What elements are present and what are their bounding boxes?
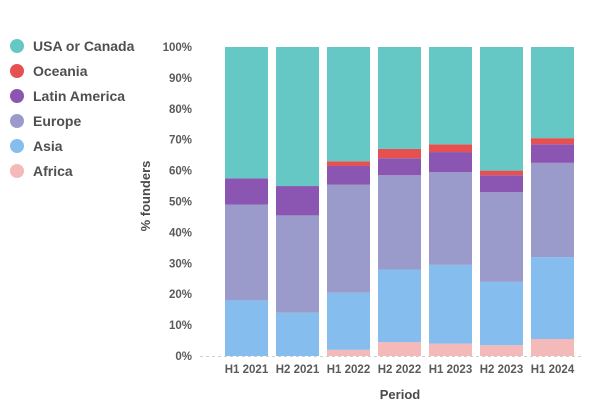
legend-label: Oceania	[33, 62, 88, 79]
chart-legend: USA or Canada Oceania Latin America Europe A…	[10, 33, 134, 183]
x-axis-title: Period	[380, 387, 421, 402]
x-tick-label: H2 2022	[378, 364, 421, 376]
y-tick-label: 90%	[169, 73, 192, 85]
bar-segment-usa-or-canada[interactable]	[225, 47, 268, 179]
y-tick-label: 30%	[169, 258, 192, 270]
bar-segment-asia[interactable]	[225, 300, 268, 356]
y-tick-label: 100%	[163, 42, 192, 54]
bar-segment-latin-america[interactable]	[327, 165, 370, 185]
legend-swatch	[10, 163, 24, 178]
bar-segment-latin-america[interactable]	[429, 152, 472, 173]
bar-segment-asia[interactable]	[327, 292, 370, 350]
legend-swatch	[10, 38, 24, 53]
bar-segment-usa-or-canada[interactable]	[276, 47, 319, 187]
x-axis: H1 2021 H2 2021 H1 2022 H2 2022 H1 2023 H2 20…	[225, 364, 575, 376]
legend-item-asia: Asia	[10, 133, 134, 158]
bar-segment-oceania[interactable]	[531, 138, 574, 145]
x-tick-label: H1 2024	[531, 364, 575, 376]
x-tick-label: H2 2023	[480, 364, 523, 376]
bar-segment-asia[interactable]	[378, 269, 421, 343]
legend-item-oceania: Oceania	[10, 58, 134, 83]
legend-label: USA or Canada	[33, 37, 135, 54]
bar-segment-latin-america[interactable]	[531, 144, 574, 163]
bar-segment-africa[interactable]	[531, 339, 574, 356]
bar-segment-asia[interactable]	[531, 257, 574, 340]
bar-segment-latin-america[interactable]	[480, 175, 523, 193]
bar-segment-usa-or-canada[interactable]	[429, 47, 472, 145]
bar-segment-africa[interactable]	[378, 342, 421, 356]
legend-item-africa: Africa	[10, 158, 134, 183]
bar-segment-europe[interactable]	[276, 215, 319, 313]
x-tick-label: H2 2021	[276, 364, 320, 376]
bar-segment-oceania[interactable]	[327, 161, 370, 166]
bar-segment-usa-or-canada[interactable]	[378, 47, 421, 149]
y-axis-title: % founders	[138, 161, 153, 232]
bar-segment-oceania[interactable]	[480, 170, 523, 176]
bar-segment-europe[interactable]	[480, 192, 523, 282]
bar-segment-latin-america[interactable]	[276, 186, 319, 216]
bar-segment-africa[interactable]	[429, 343, 472, 356]
bar-segment-europe[interactable]	[225, 204, 268, 301]
y-tick-label: 70%	[169, 135, 192, 147]
y-tick-label: 10%	[169, 320, 192, 332]
y-tick-label: 0%	[175, 351, 192, 363]
x-tick-label: H1 2023	[429, 364, 472, 376]
legend-label: Asia	[33, 137, 63, 154]
bar-segment-usa-or-canada[interactable]	[531, 47, 574, 139]
bar-segment-oceania[interactable]	[429, 144, 472, 153]
bar-segment-africa[interactable]	[327, 349, 370, 356]
y-tick-label: 80%	[169, 104, 192, 116]
y-tick-label: 50%	[169, 197, 192, 209]
bar-segment-latin-america[interactable]	[225, 178, 268, 205]
y-axis: 0% 10% 20% 30% 40% 50% 60% 70% 80% 90% 100%	[163, 42, 582, 363]
bar-segment-europe[interactable]	[327, 184, 370, 293]
legend-swatch	[10, 113, 24, 128]
legend-label: Africa	[33, 162, 73, 179]
bar-segment-europe[interactable]	[378, 175, 421, 270]
bar-segment-usa-or-canada[interactable]	[327, 47, 370, 162]
bar-segment-oceania[interactable]	[378, 148, 421, 159]
legend-label: Latin America	[33, 87, 126, 104]
y-tick-label: 60%	[169, 166, 192, 178]
x-tick-label: H1 2022	[327, 364, 370, 376]
legend-item-latin-america: Latin America	[10, 83, 134, 108]
bar-segment-africa[interactable]	[480, 345, 523, 356]
x-tick-label: H1 2021	[225, 364, 269, 376]
legend-swatch	[10, 138, 24, 153]
y-tick-label: 20%	[169, 289, 192, 301]
bar-segment-europe[interactable]	[531, 162, 574, 258]
bar-segment-asia[interactable]	[429, 264, 472, 344]
bar-segment-europe[interactable]	[429, 172, 472, 265]
legend-item-usa-or-canada: USA or Canada	[10, 33, 134, 58]
bar-segment-latin-america[interactable]	[378, 158, 421, 176]
legend-swatch	[10, 88, 24, 103]
legend-swatch	[10, 63, 24, 78]
legend-label: Europe	[33, 112, 82, 129]
bar-segment-usa-or-canada[interactable]	[480, 47, 523, 171]
bar-segment-asia[interactable]	[276, 312, 319, 356]
y-tick-label: 40%	[169, 227, 192, 239]
legend-item-europe: Europe	[10, 108, 134, 133]
bar-segment-asia[interactable]	[480, 281, 523, 346]
plot-area	[225, 47, 574, 356]
